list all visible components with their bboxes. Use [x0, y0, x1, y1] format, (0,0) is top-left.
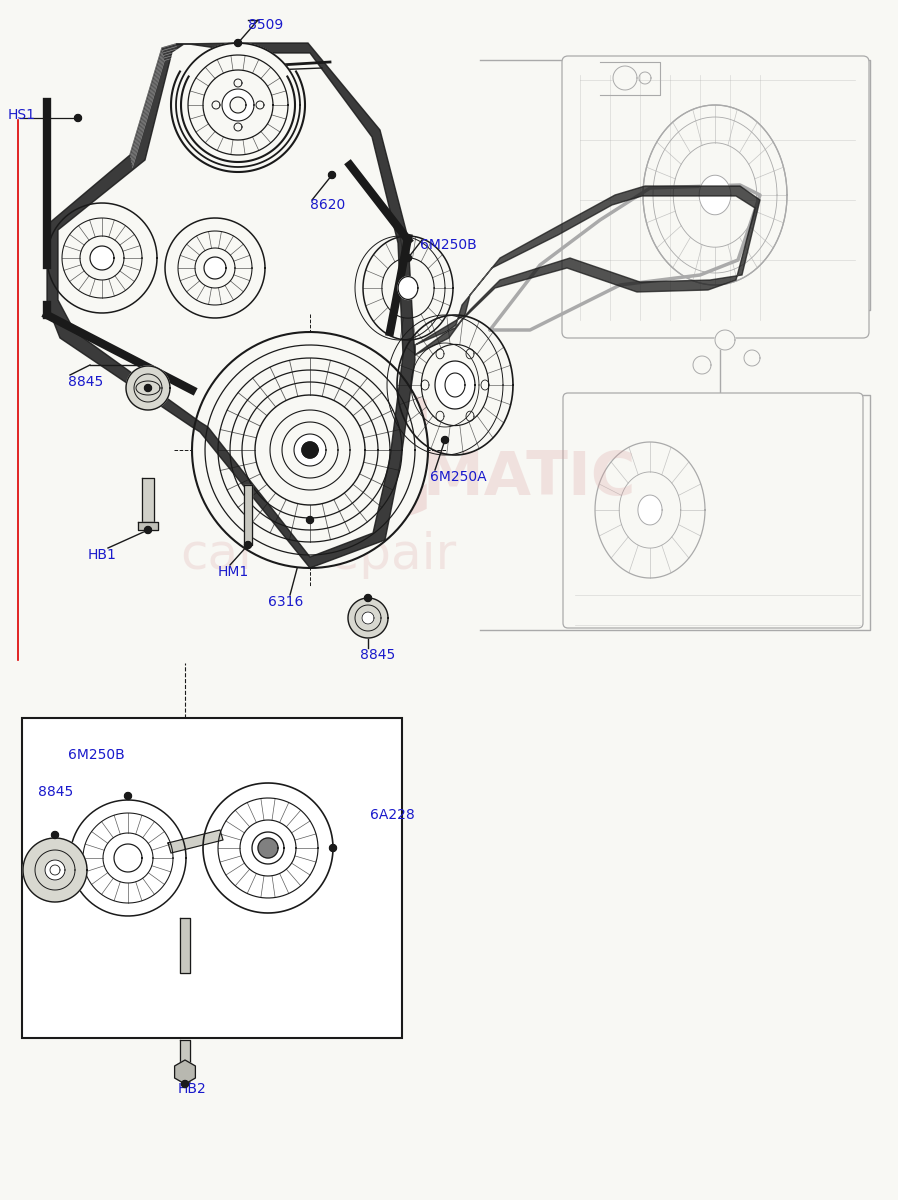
- Polygon shape: [51, 832, 58, 839]
- Polygon shape: [90, 246, 114, 270]
- Text: HB2: HB2: [178, 1082, 207, 1096]
- Polygon shape: [174, 1060, 196, 1084]
- Polygon shape: [252, 832, 284, 864]
- Polygon shape: [404, 254, 411, 262]
- Text: HEMATIC: HEMATIC: [330, 449, 636, 508]
- Polygon shape: [222, 89, 254, 121]
- Text: 6316: 6316: [268, 595, 304, 608]
- Polygon shape: [638, 496, 662, 524]
- Polygon shape: [244, 485, 252, 545]
- Text: 6A228: 6A228: [370, 808, 415, 822]
- Polygon shape: [114, 844, 142, 872]
- Polygon shape: [329, 172, 336, 179]
- Polygon shape: [47, 43, 415, 568]
- Polygon shape: [693, 356, 711, 374]
- Text: 6M250B: 6M250B: [68, 748, 125, 762]
- Polygon shape: [294, 434, 326, 466]
- Polygon shape: [23, 838, 87, 902]
- Polygon shape: [306, 516, 313, 523]
- Polygon shape: [435, 361, 475, 409]
- Polygon shape: [234, 40, 242, 47]
- Polygon shape: [302, 442, 318, 458]
- Polygon shape: [75, 114, 82, 121]
- Polygon shape: [203, 70, 273, 140]
- Polygon shape: [442, 437, 448, 444]
- Polygon shape: [442, 370, 468, 401]
- Polygon shape: [180, 918, 190, 973]
- FancyBboxPatch shape: [563, 392, 863, 628]
- Polygon shape: [180, 1040, 190, 1072]
- Polygon shape: [700, 175, 731, 215]
- Polygon shape: [204, 257, 226, 278]
- Polygon shape: [365, 594, 372, 601]
- Polygon shape: [362, 612, 374, 624]
- Polygon shape: [715, 330, 735, 350]
- Polygon shape: [145, 527, 152, 534]
- Polygon shape: [212, 101, 220, 109]
- Polygon shape: [255, 395, 365, 505]
- Polygon shape: [330, 845, 337, 852]
- Polygon shape: [126, 366, 170, 410]
- Bar: [22, 718, 402, 1038]
- Polygon shape: [142, 478, 154, 522]
- Polygon shape: [138, 522, 158, 530]
- Polygon shape: [613, 66, 637, 90]
- Polygon shape: [125, 792, 131, 799]
- Text: HS1: HS1: [8, 108, 36, 122]
- Text: 8845: 8845: [38, 785, 74, 799]
- Text: 8509: 8509: [248, 18, 283, 32]
- Text: 8620: 8620: [310, 198, 345, 212]
- Text: SC: SC: [195, 389, 437, 552]
- Text: HB1: HB1: [88, 548, 117, 562]
- Text: repair: repair: [310, 530, 457, 578]
- Polygon shape: [230, 97, 246, 113]
- Polygon shape: [168, 830, 223, 853]
- Polygon shape: [398, 276, 418, 300]
- Polygon shape: [192, 332, 428, 568]
- Polygon shape: [415, 186, 760, 355]
- Polygon shape: [258, 838, 278, 858]
- Polygon shape: [348, 598, 388, 638]
- Polygon shape: [145, 384, 152, 391]
- Text: 8845: 8845: [360, 648, 395, 662]
- Text: 6M250B: 6M250B: [420, 238, 477, 252]
- Text: 8845: 8845: [68, 374, 103, 389]
- Polygon shape: [744, 350, 760, 366]
- Text: car: car: [180, 530, 259, 578]
- FancyBboxPatch shape: [562, 56, 869, 338]
- Text: HM1: HM1: [218, 565, 250, 578]
- Polygon shape: [45, 860, 65, 880]
- Polygon shape: [234, 124, 242, 131]
- Text: 6M250A: 6M250A: [430, 470, 487, 484]
- Polygon shape: [234, 79, 242, 86]
- Polygon shape: [181, 1080, 189, 1087]
- Polygon shape: [256, 101, 264, 109]
- Polygon shape: [244, 541, 251, 548]
- Polygon shape: [176, 43, 300, 167]
